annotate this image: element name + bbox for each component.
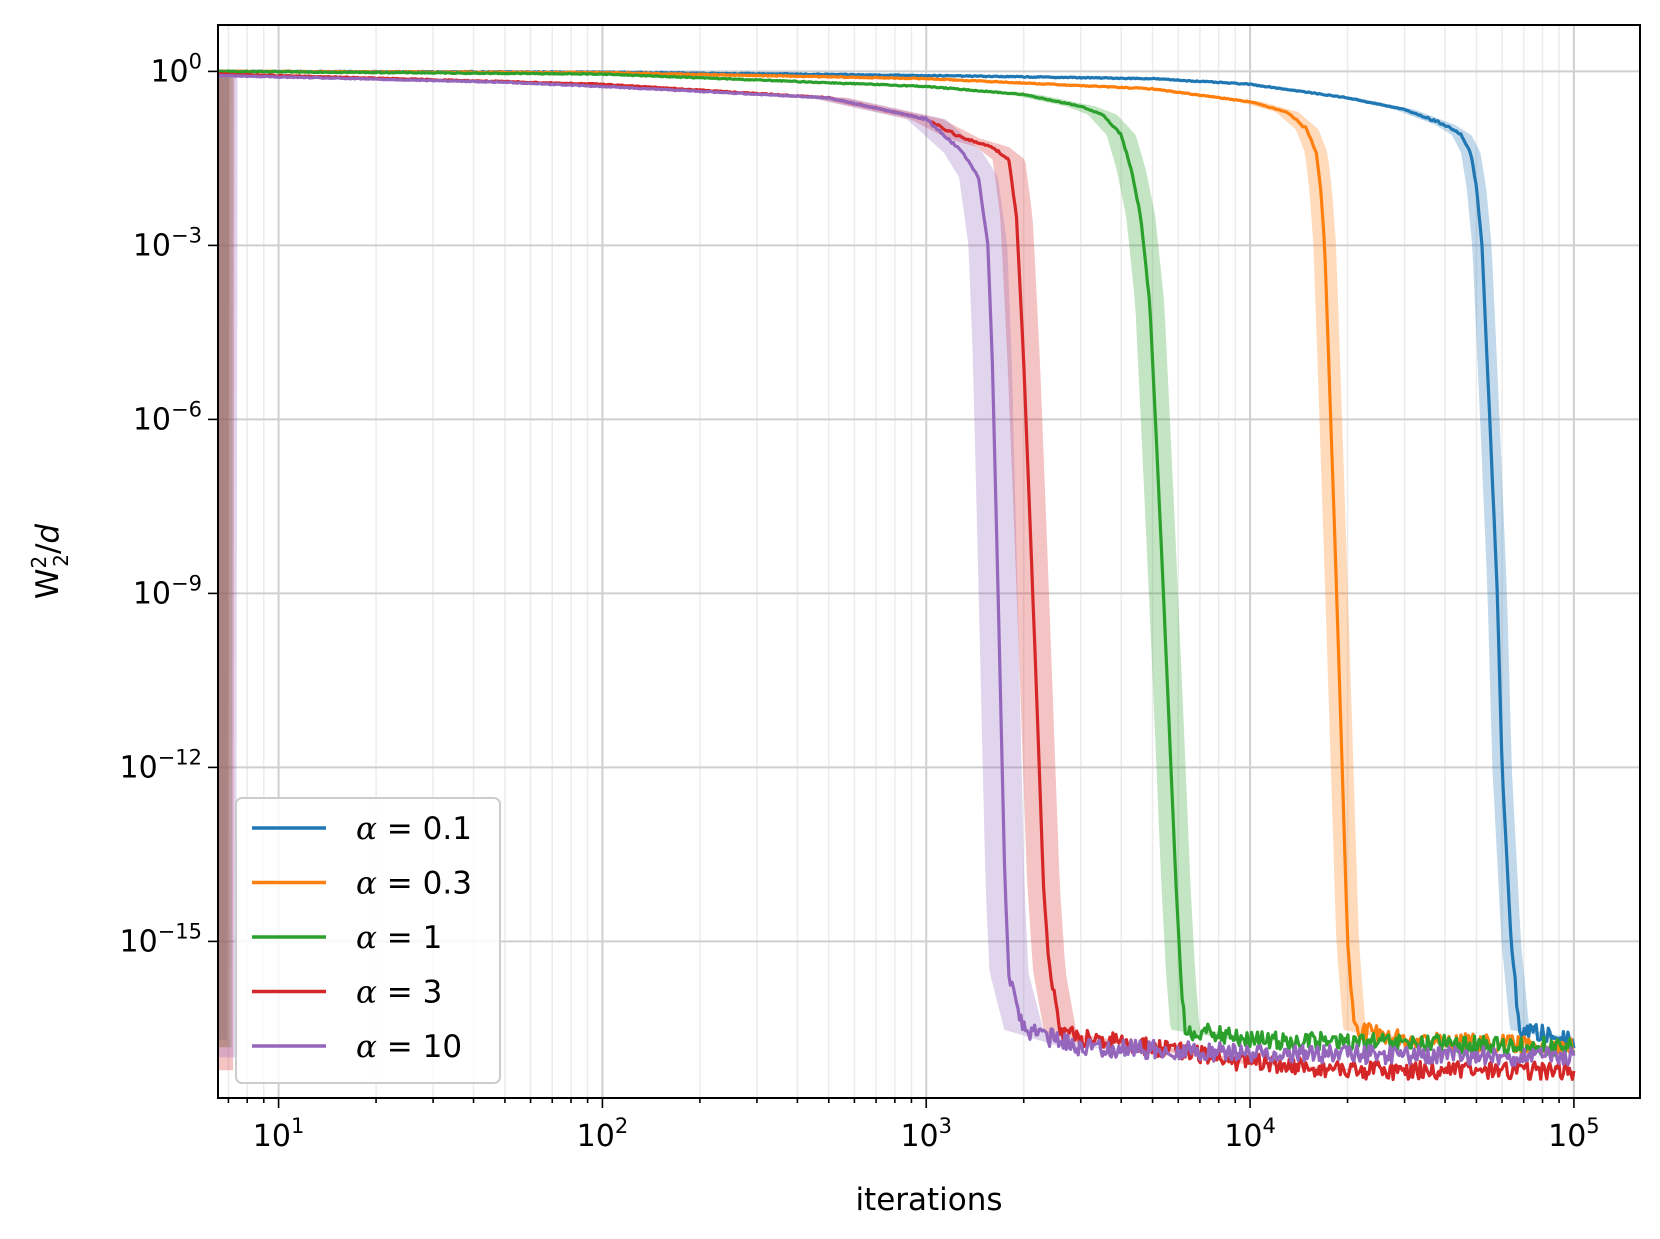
y-tick-label: 10−6	[133, 397, 202, 437]
y-tick-label: 10−12	[119, 745, 202, 785]
y-tick-label: 100	[150, 49, 202, 89]
x-tick-label: 104	[1224, 1114, 1276, 1154]
y-tick-label: 10−3	[133, 223, 202, 263]
x-axis-label: iterations	[855, 1182, 1002, 1218]
series-line--1	[217, 69, 1576, 1057]
series-line--10	[217, 73, 1576, 1067]
y-axis-label: W22/d	[27, 524, 73, 600]
y-tick-label: 10−9	[133, 571, 202, 611]
legend-box	[235, 797, 501, 1084]
legend: α = 0.1 α = 0.3 α = 1 α = 3 α = 10	[235, 797, 501, 1084]
plot-frame	[217, 24, 1641, 1099]
x-tick-label: 103	[900, 1114, 952, 1154]
axis-ticks: 101 102 103 104 105 100 10−3 10−6 10−9 10−12 10−15	[119, 49, 1599, 1154]
legend-entry: α = 10	[356, 1029, 462, 1065]
y-tick-label: 10−15	[119, 919, 202, 959]
legend-entry: α = 0.3	[356, 866, 472, 902]
x-tick-label: 101	[253, 1114, 305, 1154]
legend-entry: α = 1	[356, 920, 442, 956]
legend-entry: α = 0.1	[356, 811, 472, 847]
series-lines	[217, 69, 1576, 1082]
x-tick-label: 102	[577, 1114, 629, 1154]
grid-lines	[218, 25, 1640, 1098]
x-tick-label: 105	[1548, 1114, 1600, 1154]
legend-entry: α = 3	[356, 975, 442, 1011]
